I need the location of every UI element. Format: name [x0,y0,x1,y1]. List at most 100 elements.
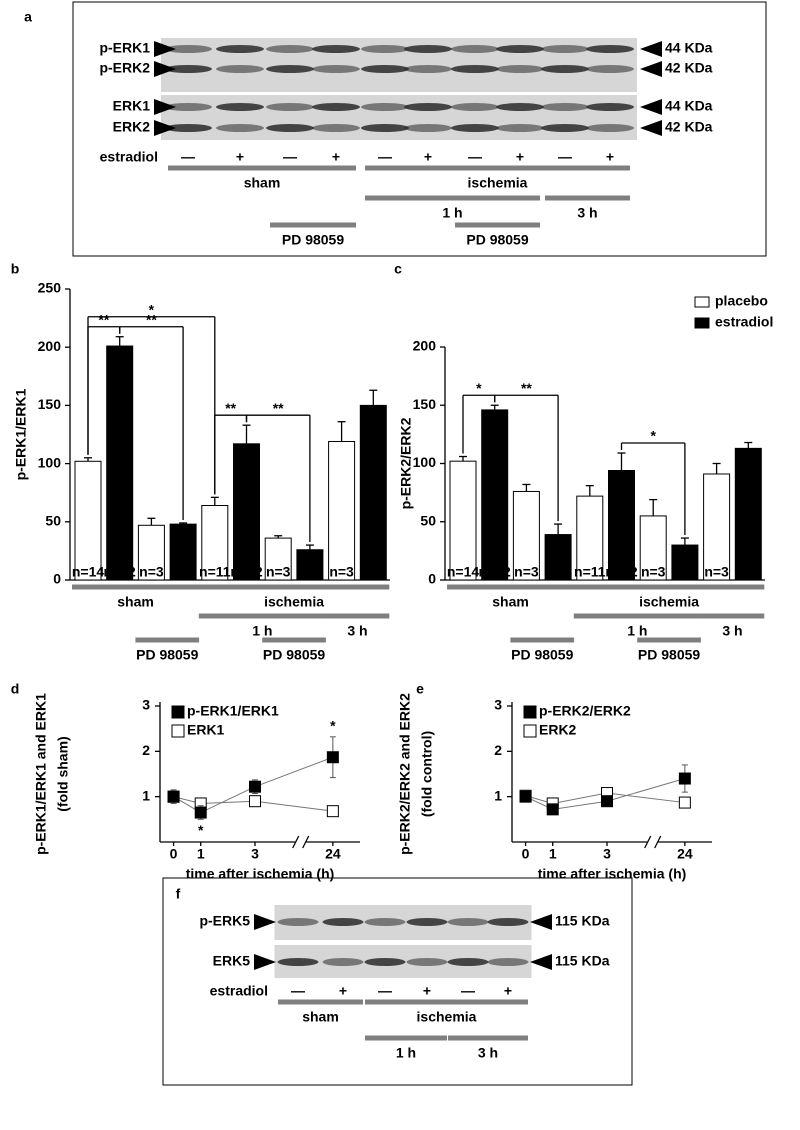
band-label: p-ERK2 [99,60,150,76]
arrow [154,99,176,115]
lane-sign: — [291,983,305,999]
group-label: PD 98059 [263,647,325,663]
arrow [154,61,176,77]
significance: * [149,301,155,317]
band [312,124,360,132]
arrow [154,120,176,136]
arrow [640,61,662,77]
x-tick-label: 0 [522,846,530,862]
group-label: ischemia [417,1009,477,1025]
panel-label: c [394,261,402,277]
group-label: 1 h [627,623,647,639]
band [364,918,406,926]
band [312,45,360,53]
lane-sign: + [423,983,431,999]
panel-label: a [24,9,32,25]
bar [544,534,572,581]
bar [449,460,477,581]
y-tick-label: 50 [45,513,61,529]
group-label: ischemia [264,594,324,610]
blot-strip [448,95,547,140]
bar [671,544,699,581]
lane-sign: — [378,149,392,165]
band [266,65,314,73]
n-label: n=3 [266,564,291,580]
n-label: n=12 [230,564,263,580]
band [487,958,529,966]
arrow [640,120,662,136]
band [451,45,499,53]
band [496,65,544,73]
band-label: p-ERK1 [99,40,150,56]
group-label: 1 h [252,623,272,639]
marker [326,805,339,818]
treatment-label: estradiol [100,149,158,165]
band [164,45,212,53]
y-tick-label: 3 [142,697,150,713]
y-tick-label: 200 [413,338,437,354]
legend-label: p-ERK2/ERK2 [539,703,631,719]
band [164,124,212,132]
band [541,103,589,111]
series-line [525,792,685,804]
band [266,124,314,132]
band [164,103,212,111]
axis-break [302,835,310,849]
lane-sign: — [378,983,392,999]
bar [233,443,260,581]
n-label: n=3 [641,564,666,580]
group-label: 3 h [577,205,597,221]
n-label: n=12 [104,564,137,580]
marker [167,790,180,803]
group-label: PD 98059 [638,647,700,663]
y-tick-label: 250 [38,280,62,296]
band [216,124,264,132]
x-tick-label: 3 [603,846,611,862]
legend-swatch [694,296,710,308]
n-label: n=12 [479,564,512,580]
lane-sign: + [606,149,614,165]
arrow [254,914,276,930]
y-tick-label: 0 [428,571,436,587]
x-axis-label: time after ischemia (h) [538,866,687,882]
n-label: n=3 [514,564,539,580]
x-tick-label: 24 [677,846,693,862]
n-label: n=3 [139,564,164,580]
axis-break [292,835,300,849]
blot-strip [263,95,363,140]
y-tick-label: 3 [494,697,502,713]
arrow [530,954,552,970]
marker [249,780,261,793]
lane-sign: + [332,149,340,165]
group-label: 3 h [347,623,367,639]
y-axis-label: p-ERK2/ERK2 [398,417,414,509]
legend-swatch [523,724,537,738]
lane-sign: — [558,149,572,165]
legend-label: placebo [715,293,768,309]
y-tick-label: 1 [494,787,502,803]
group-label: 3 h [722,623,742,639]
significance: * [650,428,656,444]
arrow [640,99,662,115]
axis-break [654,835,662,849]
band [451,103,499,111]
n-label: n=14 [447,564,480,580]
lane-sign: + [504,983,512,999]
significance: * [476,380,482,396]
band [541,124,589,132]
group-label: 1 h [442,205,462,221]
band [277,918,319,926]
group-label: sham [302,1009,339,1025]
lane-sign: + [236,149,244,165]
group-label: sham [117,594,154,610]
n-label: n=3 [171,564,196,580]
marker [678,772,691,785]
legend-label: p-ERK1/ERK1 [187,703,279,719]
group-label: PD 98059 [511,647,573,663]
bar [106,345,134,581]
y-axis-label: p-ERK1/ERK1 [13,388,29,480]
legend-swatch [694,317,710,329]
size-label: 44 KDa [665,98,713,114]
